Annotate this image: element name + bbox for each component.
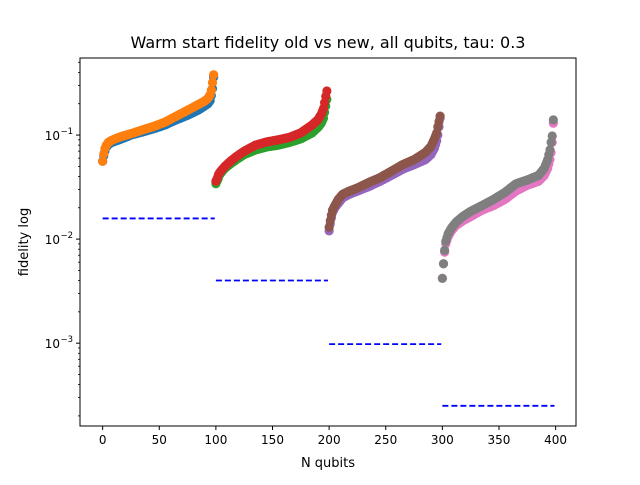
data-point bbox=[545, 145, 555, 155]
data-point bbox=[209, 70, 219, 80]
x-tick-label: 250 bbox=[374, 433, 397, 447]
plot-content bbox=[98, 70, 558, 407]
data-point bbox=[206, 85, 216, 95]
x-axis: 0 50 100 150 200 250 300 350 400 bbox=[99, 426, 567, 447]
data-point bbox=[440, 245, 450, 255]
x-axis-label: N qubits bbox=[301, 456, 355, 471]
y-tick-label: 10 bbox=[45, 129, 60, 143]
x-tick-label: 150 bbox=[261, 433, 284, 447]
y-tick-label: 10 bbox=[45, 337, 60, 351]
series-5 bbox=[324, 111, 445, 232]
data-point bbox=[437, 273, 447, 283]
series-3 bbox=[211, 86, 332, 186]
x-tick-label: 50 bbox=[152, 433, 167, 447]
y-tick-label-exponent: −3 bbox=[60, 335, 73, 345]
x-tick-label: 300 bbox=[431, 433, 454, 447]
y-tick-label-exponent: −1 bbox=[60, 127, 73, 137]
y-tick-label: 10 bbox=[45, 233, 60, 247]
y-axis: 10−310−210−1 bbox=[45, 61, 80, 417]
x-tick-label: 100 bbox=[204, 433, 227, 447]
chart-title: Warm start fidelity old vs new, all qubi… bbox=[131, 33, 526, 52]
data-point bbox=[207, 77, 218, 88]
x-tick-label: 400 bbox=[544, 433, 567, 447]
data-point bbox=[435, 111, 445, 121]
y-axis-label: fidelity log bbox=[17, 208, 32, 276]
y-tick-label-exponent: −2 bbox=[60, 231, 73, 241]
series-7 bbox=[437, 115, 558, 283]
x-tick-label: 0 bbox=[99, 433, 107, 447]
data-point bbox=[438, 259, 449, 269]
data-point bbox=[322, 86, 332, 96]
x-tick-label: 350 bbox=[488, 433, 511, 447]
data-point bbox=[98, 156, 108, 166]
axes-frame bbox=[79, 57, 577, 427]
data-point bbox=[547, 131, 557, 141]
x-tick-label: 200 bbox=[318, 433, 341, 447]
series-1 bbox=[98, 70, 219, 166]
data-point bbox=[548, 115, 558, 125]
